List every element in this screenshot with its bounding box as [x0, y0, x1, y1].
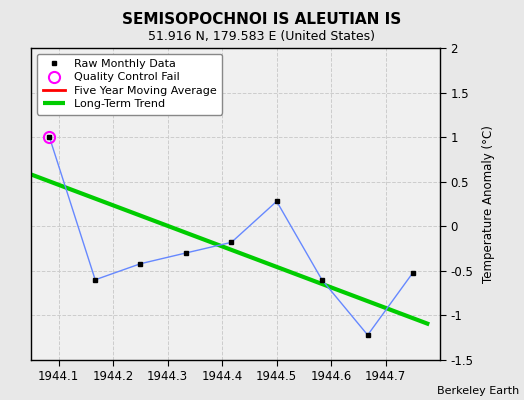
Raw Monthly Data: [182, 251, 189, 256]
Text: Berkeley Earth: Berkeley Earth: [436, 386, 519, 396]
Raw Monthly Data: [137, 261, 144, 266]
Text: SEMISOPOCHNOI IS ALEUTIAN IS: SEMISOPOCHNOI IS ALEUTIAN IS: [123, 12, 401, 27]
Y-axis label: Temperature Anomaly (°C): Temperature Anomaly (°C): [482, 125, 495, 283]
Raw Monthly Data: [319, 277, 325, 282]
Raw Monthly Data: [365, 333, 371, 338]
Line: Raw Monthly Data: Raw Monthly Data: [47, 135, 416, 338]
Raw Monthly Data: [228, 240, 235, 245]
Raw Monthly Data: [410, 270, 416, 275]
Raw Monthly Data: [92, 277, 99, 282]
Raw Monthly Data: [46, 135, 52, 140]
Raw Monthly Data: [274, 199, 280, 204]
Legend: Raw Monthly Data, Quality Control Fail, Five Year Moving Average, Long-Term Tren: Raw Monthly Data, Quality Control Fail, …: [37, 54, 222, 115]
Text: 51.916 N, 179.583 E (United States): 51.916 N, 179.583 E (United States): [148, 30, 376, 43]
